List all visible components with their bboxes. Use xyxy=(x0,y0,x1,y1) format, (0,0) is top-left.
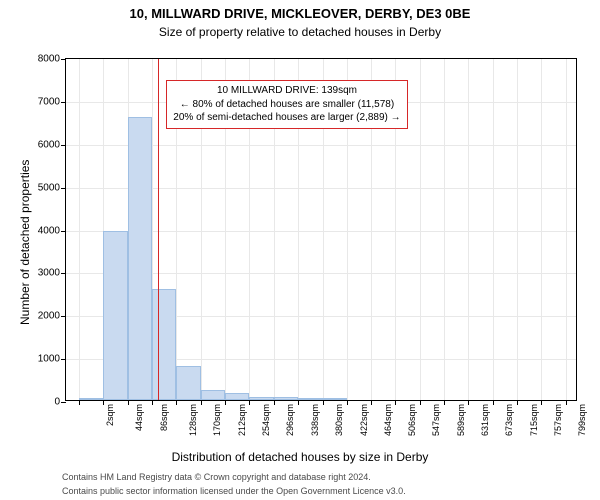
xtick-label: 589sqm xyxy=(456,404,466,436)
xtick-mark xyxy=(517,400,518,405)
gridline-v xyxy=(566,59,567,400)
histogram-bar xyxy=(201,390,225,400)
histogram-bar xyxy=(176,366,200,400)
xtick-mark xyxy=(541,400,542,405)
ytick-label: 0 xyxy=(54,397,60,408)
xtick-mark xyxy=(225,400,226,405)
xtick-label: 715sqm xyxy=(529,404,539,436)
y-axis-label: Number of detached properties xyxy=(18,159,32,324)
figure: 10, MILLWARD DRIVE, MICKLEOVER, DERBY, D… xyxy=(0,0,600,500)
histogram-bar xyxy=(128,117,152,400)
title-main: 10, MILLWARD DRIVE, MICKLEOVER, DERBY, D… xyxy=(0,6,600,21)
xtick-mark xyxy=(152,400,153,405)
ytick-label: 1000 xyxy=(38,354,60,365)
xtick-label: 296sqm xyxy=(285,404,295,436)
ytick-mark xyxy=(61,102,66,103)
histogram-bar xyxy=(298,398,322,400)
xtick-label: 631sqm xyxy=(480,404,490,436)
xtick-label: 2sqm xyxy=(105,404,115,426)
xtick-mark xyxy=(176,400,177,405)
xtick-label: 547sqm xyxy=(431,404,441,436)
ytick-label: 2000 xyxy=(38,311,60,322)
xtick-mark xyxy=(249,400,250,405)
ytick-mark xyxy=(61,188,66,189)
xtick-mark xyxy=(298,400,299,405)
ytick-label: 6000 xyxy=(38,139,60,150)
xtick-label: 380sqm xyxy=(334,404,344,436)
gridline-v xyxy=(541,59,542,400)
xtick-mark xyxy=(79,400,80,405)
histogram-bar xyxy=(225,393,249,400)
ytick-mark xyxy=(61,402,66,403)
xtick-label: 170sqm xyxy=(212,404,222,436)
annotation-box: 10 MILLWARD DRIVE: 139sqm ← 80% of detac… xyxy=(166,80,407,129)
xtick-mark xyxy=(323,400,324,405)
ytick-label: 3000 xyxy=(38,268,60,279)
ytick-label: 8000 xyxy=(38,54,60,65)
annotation-line2: ← 80% of detached houses are smaller (11… xyxy=(173,98,400,112)
histogram-bar xyxy=(249,397,273,400)
xtick-mark xyxy=(566,400,567,405)
xtick-mark xyxy=(274,400,275,405)
xtick-label: 128sqm xyxy=(188,404,198,436)
xtick-mark xyxy=(371,400,372,405)
xtick-label: 422sqm xyxy=(359,404,369,436)
xtick-mark xyxy=(347,400,348,405)
xtick-label: 212sqm xyxy=(237,404,247,436)
x-axis-label: Distribution of detached houses by size … xyxy=(0,450,600,464)
xtick-mark xyxy=(468,400,469,405)
xtick-label: 338sqm xyxy=(310,404,320,436)
histogram-bar xyxy=(323,398,347,400)
xtick-label: 799sqm xyxy=(577,404,587,436)
footnote-line2: Contains public sector information licen… xyxy=(62,486,406,496)
ytick-label: 5000 xyxy=(38,182,60,193)
annotation-line1: 10 MILLWARD DRIVE: 139sqm xyxy=(173,84,400,98)
xtick-mark xyxy=(201,400,202,405)
footnote-line1: Contains HM Land Registry data © Crown c… xyxy=(62,472,371,482)
xtick-label: 673sqm xyxy=(504,404,514,436)
plot-area: 0100020003000400050006000700080002sqm44s… xyxy=(65,58,577,401)
ytick-mark xyxy=(61,316,66,317)
xtick-mark xyxy=(444,400,445,405)
histogram-bar xyxy=(79,398,103,400)
xtick-label: 506sqm xyxy=(407,404,417,436)
ytick-mark xyxy=(61,145,66,146)
gridline-v xyxy=(444,59,445,400)
xtick-mark xyxy=(103,400,104,405)
ytick-mark xyxy=(61,359,66,360)
xtick-mark xyxy=(395,400,396,405)
ytick-label: 7000 xyxy=(38,96,60,107)
ytick-mark xyxy=(61,231,66,232)
histogram-bar xyxy=(152,289,176,400)
xtick-label: 464sqm xyxy=(383,404,393,436)
xtick-mark xyxy=(493,400,494,405)
gridline-v xyxy=(517,59,518,400)
xtick-mark xyxy=(128,400,129,405)
xtick-label: 44sqm xyxy=(134,404,144,431)
gridline-v xyxy=(420,59,421,400)
xtick-label: 86sqm xyxy=(159,404,169,431)
xtick-label: 254sqm xyxy=(261,404,271,436)
gridline-v xyxy=(493,59,494,400)
xtick-label: 757sqm xyxy=(553,404,563,436)
title-sub: Size of property relative to detached ho… xyxy=(0,25,600,39)
histogram-bar xyxy=(274,397,298,400)
xtick-mark xyxy=(420,400,421,405)
gridline-v xyxy=(468,59,469,400)
ytick-mark xyxy=(61,273,66,274)
reference-line xyxy=(158,59,159,400)
annotation-line3: 20% of semi-detached houses are larger (… xyxy=(173,111,400,125)
gridline-v xyxy=(79,59,80,400)
histogram-bar xyxy=(103,231,127,400)
ytick-label: 4000 xyxy=(38,225,60,236)
ytick-mark xyxy=(61,59,66,60)
